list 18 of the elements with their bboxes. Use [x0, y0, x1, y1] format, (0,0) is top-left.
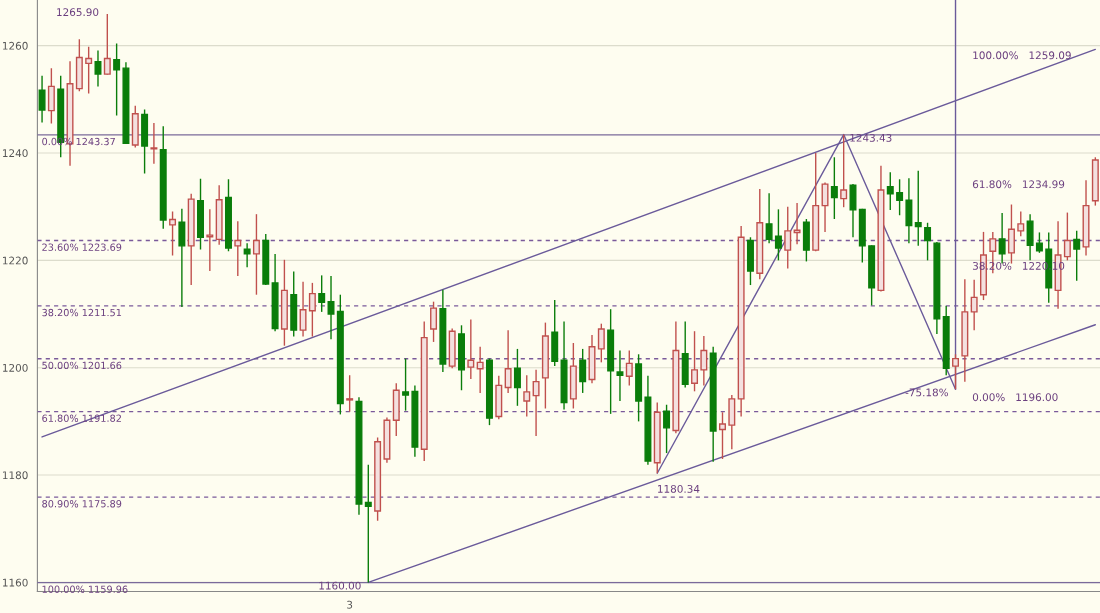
ref-line-label: 38.20% 1211.51 — [42, 308, 122, 317]
ref-line-label: 80.90% 1175.89 — [42, 500, 122, 508]
y-tick-label: 1180 — [3, 471, 28, 480]
annotation: 0.00% 1196.00 — [972, 393, 1058, 402]
y-tick-label: 1240 — [3, 149, 28, 158]
annotation: 1265.90 — [57, 8, 99, 17]
y-tick-label: 1260 — [3, 41, 28, 50]
annotation: 61.80% 1234.99 — [972, 180, 1065, 189]
y-tick-label: 1200 — [3, 363, 28, 372]
y-tick-label: 1220 — [3, 256, 28, 265]
x-tick-label: 3 — [347, 600, 353, 609]
annotation: 1160.00 — [319, 581, 361, 590]
y-tick-label: 1160 — [3, 578, 28, 587]
ref-line-label: 23.60% 1223.69 — [42, 243, 122, 251]
annotation: 100.00% 1259.09 — [973, 51, 1071, 60]
ref-line-label: 50.00% 1201.66 — [42, 361, 122, 370]
annotation: -75.18% — [905, 388, 949, 397]
annotation: 1180.34 — [658, 484, 700, 493]
